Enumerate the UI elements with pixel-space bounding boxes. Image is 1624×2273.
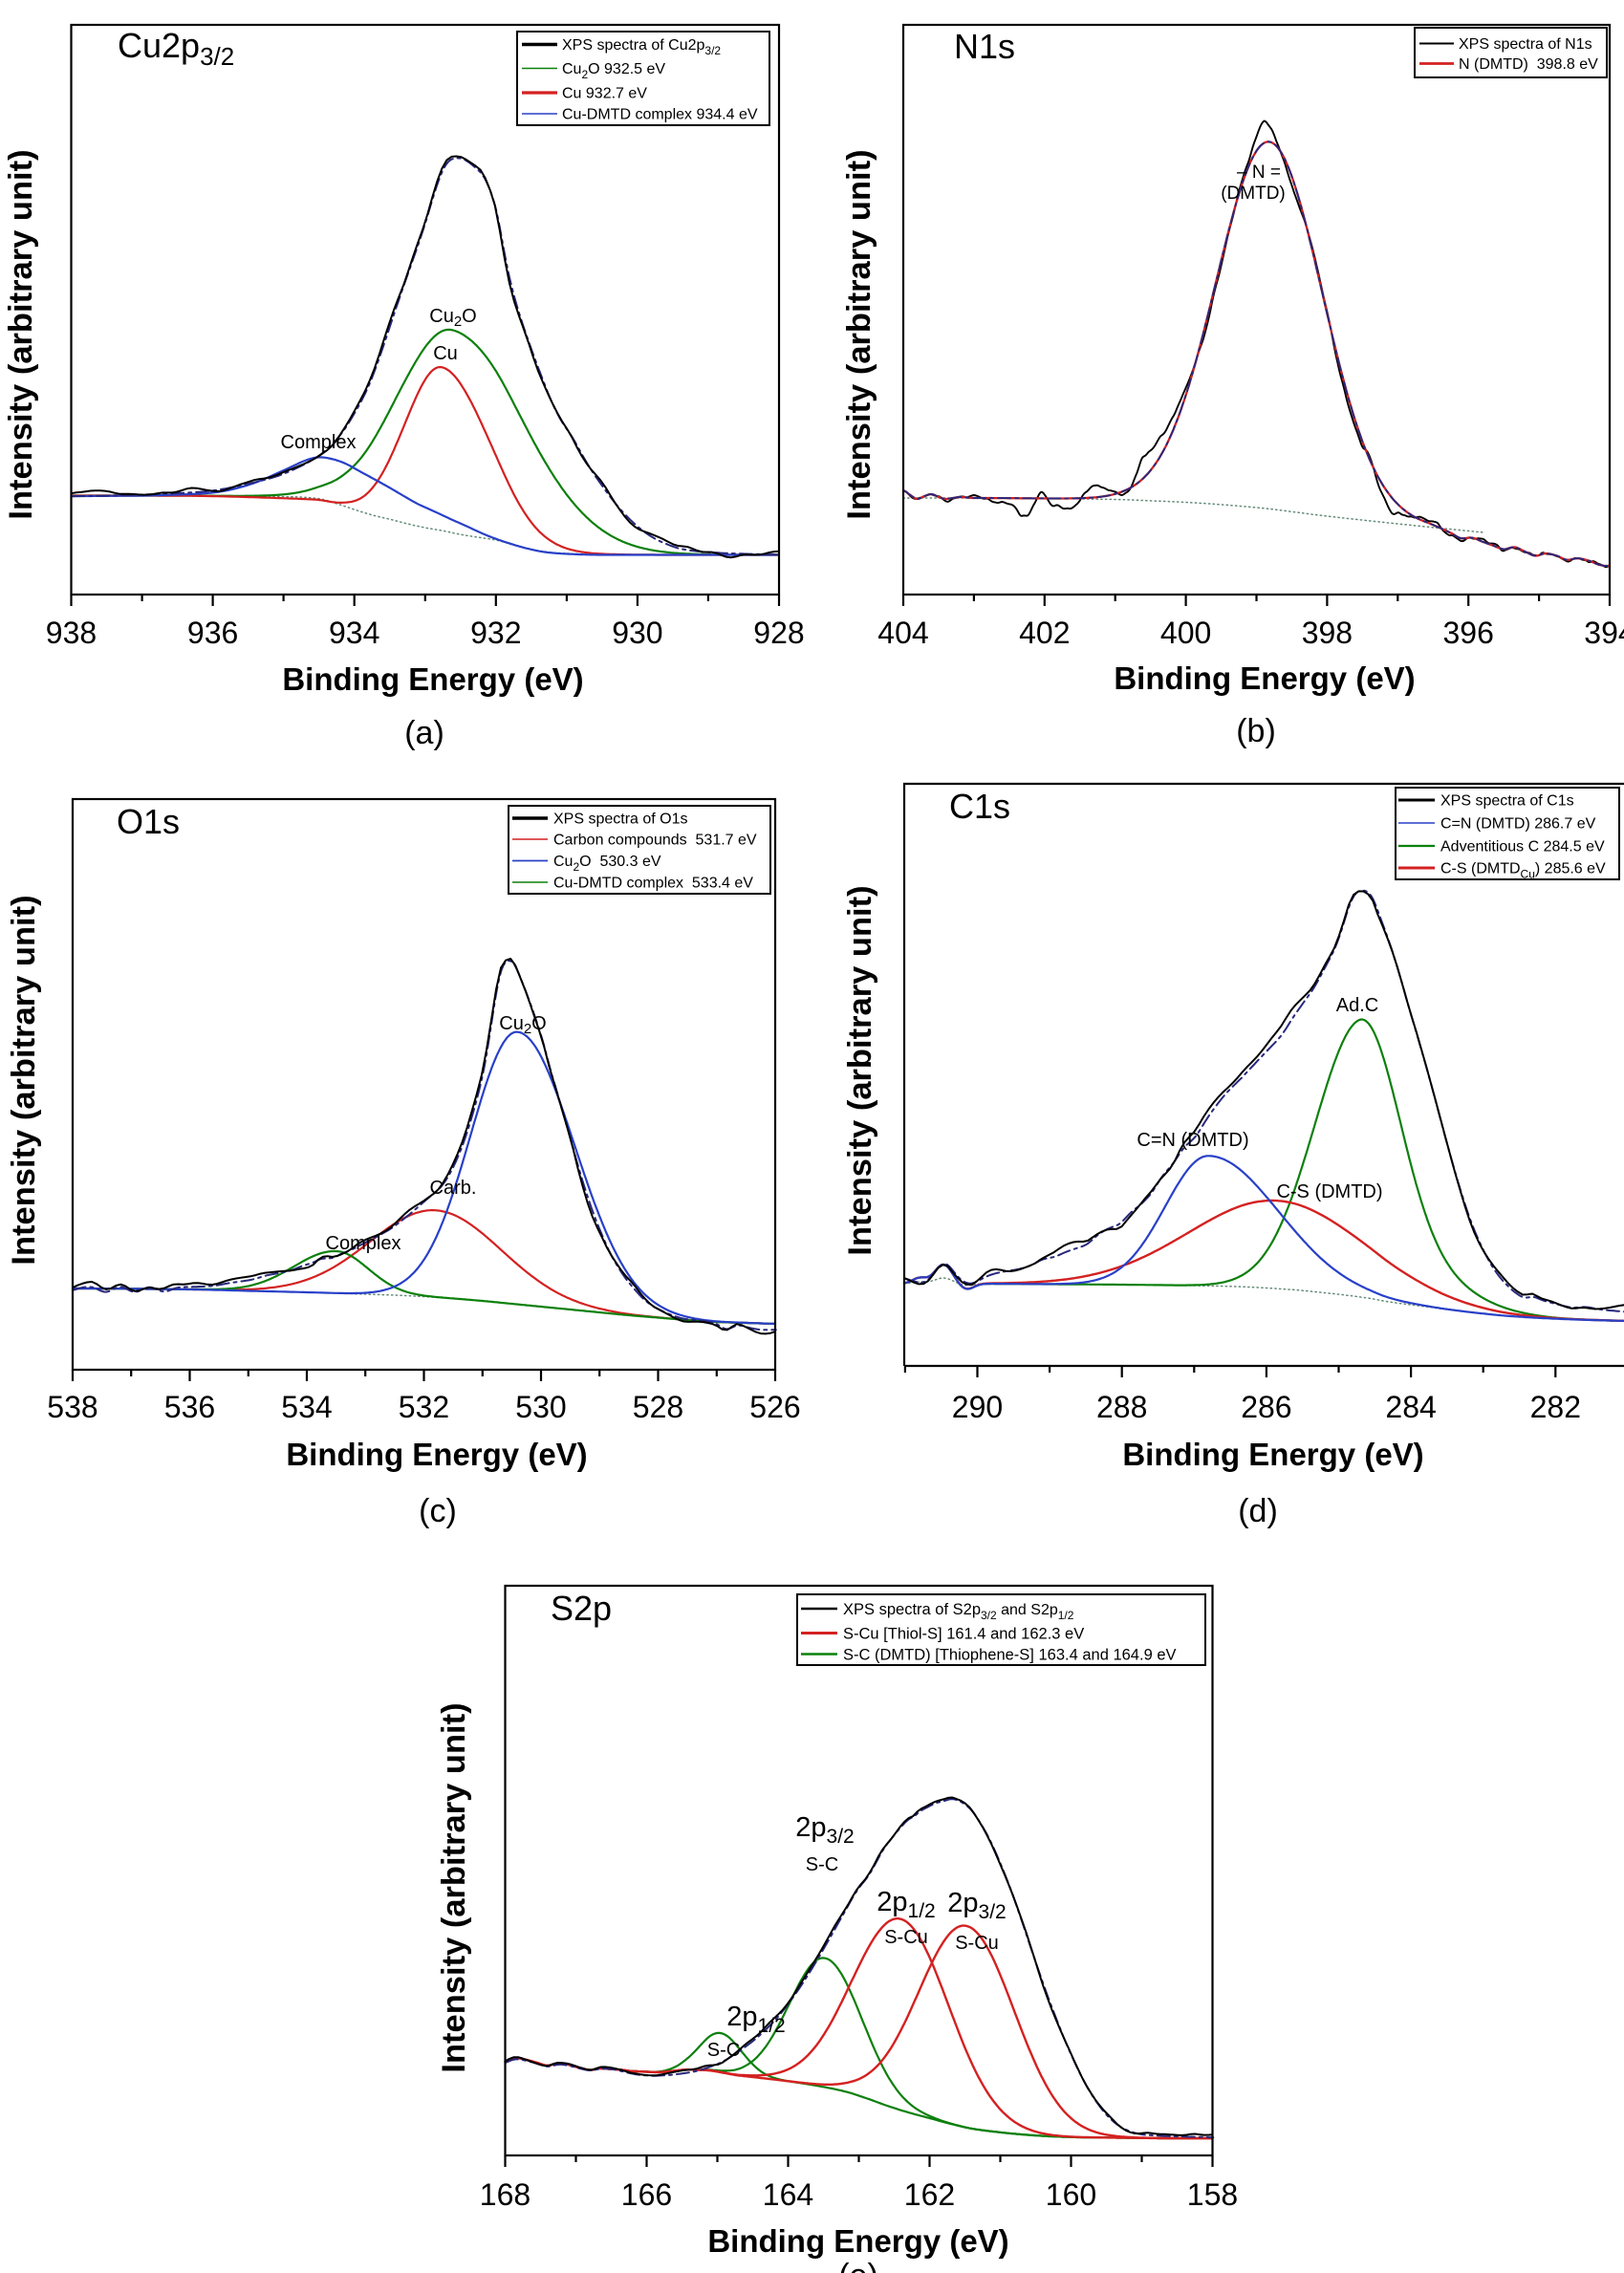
- svg-text:168: 168: [480, 2177, 531, 2212]
- svg-text:404: 404: [877, 616, 928, 650]
- svg-text:XPS spectra of O1s: XPS spectra of O1s: [553, 812, 688, 828]
- svg-text:162: 162: [904, 2177, 955, 2212]
- svg-text:C1s: C1s: [949, 787, 1010, 826]
- svg-text:C=N (DMTD) 286.7 eV: C=N (DMTD) 286.7 eV: [1440, 816, 1596, 833]
- svg-text:(b): (b): [1236, 713, 1276, 749]
- svg-text:394: 394: [1584, 616, 1624, 650]
- svg-text:286: 286: [1241, 1390, 1291, 1424]
- svg-text:(DMTD): (DMTD): [1221, 184, 1286, 204]
- svg-text:930: 930: [612, 616, 662, 650]
- svg-text:Cu2O: Cu2O: [499, 1013, 546, 1037]
- svg-text:S2p: S2p: [551, 1589, 612, 1628]
- svg-text:Carb.: Carb.: [430, 1178, 477, 1199]
- svg-text:Cu2O 530.3 eV: Cu2O 530.3 eV: [553, 854, 661, 874]
- svg-text:Cu2p3/2: Cu2p3/2: [118, 26, 234, 71]
- svg-text:S-C: S-C: [707, 2040, 740, 2061]
- svg-text:2p1/2: 2p1/2: [726, 2002, 785, 2037]
- svg-text:Intensity (arbitrary unit): Intensity (arbitrary unit): [841, 149, 877, 519]
- svg-text:O1s: O1s: [117, 802, 180, 841]
- svg-text:166: 166: [621, 2177, 672, 2212]
- svg-text:532: 532: [399, 1390, 449, 1424]
- svg-text:Cu-DMTD complex 533.4 eV: Cu-DMTD complex 533.4 eV: [553, 876, 753, 892]
- svg-text:XPS spectra of N1s: XPS spectra of N1s: [1459, 36, 1592, 53]
- svg-text:396: 396: [1443, 616, 1494, 650]
- svg-text:S-C (DMTD) [Thiophene-S] 163.4: S-C (DMTD) [Thiophene-S] 163.4 and 164.9…: [843, 1646, 1177, 1663]
- svg-text:– N =: – N =: [1237, 162, 1281, 183]
- svg-text:(a): (a): [404, 715, 444, 751]
- svg-text:Binding Energy (eV): Binding Energy (eV): [1114, 660, 1415, 696]
- svg-text:Cu2O 932.5 eV: Cu2O 932.5 eV: [562, 61, 665, 81]
- svg-text:S-Cu: S-Cu: [955, 1933, 999, 1954]
- svg-text:C-S (DMTDCu) 285.6 eV: C-S (DMTDCu) 285.6 eV: [1440, 861, 1606, 881]
- svg-text:288: 288: [1096, 1390, 1147, 1424]
- svg-text:N1s: N1s: [954, 27, 1015, 66]
- svg-text:164: 164: [763, 2177, 813, 2212]
- svg-text:XPS spectra of Cu2p3/2: XPS spectra of Cu2p3/2: [562, 37, 721, 57]
- svg-text:284: 284: [1385, 1390, 1436, 1424]
- svg-text:530: 530: [515, 1390, 566, 1424]
- svg-text:(e): (e): [838, 2258, 878, 2273]
- svg-text:(d): (d): [1238, 1493, 1278, 1529]
- svg-text:Intensity (arbitrary unit): Intensity (arbitrary unit): [842, 885, 878, 1255]
- svg-text:2p1/2: 2p1/2: [877, 1887, 935, 1922]
- svg-text:Cu-DMTD complex 934.4 eV: Cu-DMTD complex 934.4 eV: [562, 107, 758, 123]
- svg-text:Intensity (arbitrary unit): Intensity (arbitrary unit): [3, 149, 39, 519]
- svg-text:Cu 932.7 eV: Cu 932.7 eV: [562, 86, 647, 102]
- svg-text:938: 938: [46, 616, 97, 650]
- svg-text:Cu: Cu: [433, 343, 458, 364]
- svg-text:400: 400: [1160, 616, 1211, 650]
- svg-text:XPS spectra of S2p3/2 and S2p1: XPS spectra of S2p3/2 and S2p1/2: [843, 1601, 1074, 1622]
- svg-text:2p3/2: 2p3/2: [795, 1812, 854, 1848]
- svg-text:Ad.C: Ad.C: [1336, 995, 1378, 1016]
- svg-text:160: 160: [1046, 2177, 1096, 2212]
- svg-text:528: 528: [633, 1390, 683, 1424]
- svg-text:S-C: S-C: [806, 1854, 838, 1875]
- svg-text:290: 290: [952, 1390, 1003, 1424]
- svg-text:282: 282: [1530, 1390, 1581, 1424]
- svg-text:Intensity (arbitrary unit): Intensity (arbitrary unit): [6, 895, 42, 1265]
- svg-text:S-Cu: S-Cu: [884, 1927, 928, 1948]
- svg-text:Carbon compounds 531.7 eV: Carbon compounds 531.7 eV: [553, 833, 757, 849]
- svg-text:402: 402: [1019, 616, 1070, 650]
- svg-text:C-S (DMTD): C-S (DMTD): [1276, 1181, 1382, 1202]
- svg-text:538: 538: [47, 1390, 97, 1424]
- svg-text:Adventitious C 284.5 eV: Adventitious C 284.5 eV: [1440, 839, 1605, 855]
- svg-text:928: 928: [753, 616, 804, 650]
- svg-text:Complex: Complex: [281, 432, 357, 453]
- svg-text:534: 534: [281, 1390, 332, 1424]
- svg-text:2p3/2: 2p3/2: [947, 1888, 1006, 1923]
- svg-text:536: 536: [164, 1390, 215, 1424]
- svg-text:934: 934: [329, 616, 379, 650]
- svg-text:936: 936: [187, 616, 238, 650]
- svg-text:Binding Energy (eV): Binding Energy (eV): [286, 1437, 587, 1472]
- svg-text:N (DMTD) 398.8 eV: N (DMTD) 398.8 eV: [1459, 56, 1598, 73]
- svg-text:Binding Energy (eV): Binding Energy (eV): [707, 2223, 1008, 2259]
- svg-text:526: 526: [749, 1390, 800, 1424]
- svg-text:Binding Energy (eV): Binding Energy (eV): [282, 661, 583, 697]
- svg-text:932: 932: [470, 616, 521, 650]
- svg-text:(c): (c): [419, 1493, 457, 1529]
- svg-text:398: 398: [1302, 616, 1353, 650]
- svg-text:Complex: Complex: [326, 1233, 401, 1254]
- svg-text:158: 158: [1187, 2177, 1238, 2212]
- svg-text:C=N (DMTD): C=N (DMTD): [1137, 1130, 1248, 1151]
- svg-text:S-Cu [Thiol-S] 161.4 and 162.3: S-Cu [Thiol-S] 161.4 and 162.3 eV: [843, 1625, 1084, 1642]
- svg-text:Binding Energy (eV): Binding Energy (eV): [1122, 1437, 1423, 1472]
- svg-text:Cu2O: Cu2O: [429, 306, 476, 330]
- svg-text:Intensity (arbitrary unit): Intensity (arbitrary unit): [436, 1702, 472, 2072]
- svg-text:XPS spectra of C1s: XPS spectra of C1s: [1440, 793, 1574, 810]
